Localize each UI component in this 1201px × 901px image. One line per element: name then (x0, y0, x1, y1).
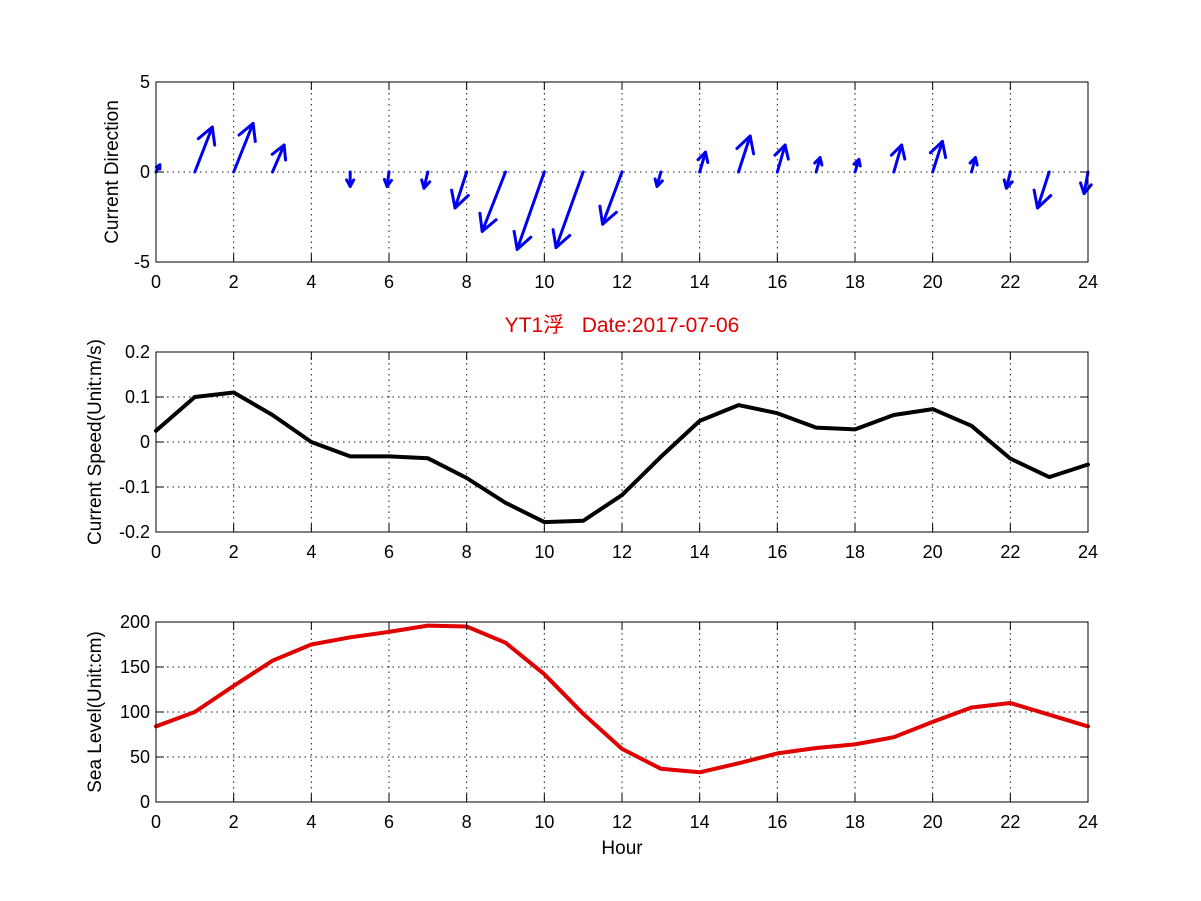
current-arrow (551, 170, 585, 250)
x-tick-label: 2 (229, 272, 239, 292)
x-tick-label: 20 (923, 542, 943, 562)
y-tick-label: 150 (120, 657, 150, 677)
x-tick-label: 18 (845, 812, 865, 832)
y-tick-label: 0 (140, 162, 150, 182)
current-arrow (1079, 170, 1093, 196)
y-tick-label: -5 (134, 252, 150, 272)
y-tick-label: 0 (140, 432, 150, 452)
x-tick-label: 4 (306, 812, 316, 832)
current-arrow (813, 156, 824, 174)
current-arrow (773, 143, 790, 174)
y-tick-label: 0 (140, 792, 150, 812)
current-arrow (1032, 170, 1053, 210)
x-tick-label: 12 (612, 542, 632, 562)
x-tick-label: 2 (229, 542, 239, 562)
x-tick-label: 0 (151, 272, 161, 292)
current-arrow (193, 125, 217, 174)
x-tick-label: 8 (462, 812, 472, 832)
current-arrow (512, 170, 546, 251)
x-tick-label: 4 (306, 542, 316, 562)
x-tick-label: 6 (384, 812, 394, 832)
current-arrow (928, 139, 948, 174)
y-tick-label: -0.1 (119, 477, 150, 497)
x-tick-label: 24 (1078, 542, 1098, 562)
current-arrow (232, 121, 257, 174)
x-tick-label: 22 (1000, 542, 1020, 562)
current-arrow (889, 143, 907, 174)
xlabel-hour: Hour (601, 838, 643, 859)
ylabel-sea-level: Sea Level(Unit:cm) (85, 631, 106, 793)
x-tick-label: 4 (306, 272, 316, 292)
current-arrow (154, 163, 162, 174)
x-tick-label: 0 (151, 812, 161, 832)
y-tick-label: 100 (120, 702, 150, 722)
current-speed-panel: 0 2 4 6 8 10 12 14 16 18 20 22 24-0.2-0.100.10.2 Cur… (85, 339, 1098, 562)
x-tick-label: 18 (845, 542, 865, 562)
current-arrow (968, 156, 979, 174)
x-tick-label: 18 (845, 272, 865, 292)
y-tick-label: 5 (140, 72, 150, 92)
x-tick-label: 8 (462, 272, 472, 292)
x-tick-label: 10 (534, 812, 554, 832)
current-arrow (478, 170, 507, 233)
x-tick-label: 24 (1078, 812, 1098, 832)
current-arrow (653, 170, 664, 188)
x-tick-label: 8 (462, 542, 472, 562)
current-arrow (1002, 170, 1014, 190)
x-tick-label: 14 (690, 812, 710, 832)
x-tick-label: 24 (1078, 272, 1098, 292)
x-tick-label: 16 (767, 542, 787, 562)
current-arrow (696, 150, 710, 174)
x-tick-label: 22 (1000, 272, 1020, 292)
x-tick-label: 14 (690, 272, 710, 292)
current-arrow (450, 170, 470, 210)
x-tick-label: 12 (612, 812, 632, 832)
ylabel-current-speed: Current Speed(Unit:m/s) (85, 339, 106, 545)
current-arrow (345, 170, 356, 188)
x-tick-label: 10 (534, 542, 554, 562)
current-arrow (270, 143, 288, 174)
y-tick-label: 0.1 (125, 387, 150, 407)
y-tick-label: 50 (130, 747, 150, 767)
current-arrow (735, 134, 756, 174)
x-tick-label: 16 (767, 812, 787, 832)
x-tick-label: 20 (923, 272, 943, 292)
x-tick-label: 16 (767, 272, 787, 292)
current-arrow (382, 170, 393, 188)
current-arrow (852, 157, 862, 174)
x-tick-label: 6 (384, 272, 394, 292)
x-tick-label: 20 (923, 812, 943, 832)
x-tick-label: 22 (1000, 812, 1020, 832)
current-arrow (598, 170, 624, 226)
chart-title: YT1浮 Date:2017-07-06 (505, 314, 740, 337)
y-tick-label: -0.2 (119, 522, 150, 542)
x-tick-label: 14 (690, 542, 710, 562)
x-tick-label: 2 (229, 812, 239, 832)
y-tick-label: 0.2 (125, 342, 150, 362)
x-tick-label: 6 (384, 542, 394, 562)
y-tick-label: 200 (120, 612, 150, 632)
x-tick-label: 0 (151, 542, 161, 562)
ylabel-current-direction: Current Direction (102, 100, 123, 244)
current-direction-panel: 0 2 4 6 8 10 12 14 16 18 20 22 24-505 Current Direct… (102, 72, 1098, 292)
current-arrow (420, 170, 432, 190)
x-tick-label: 12 (612, 272, 632, 292)
x-tick-label: 10 (534, 272, 554, 292)
